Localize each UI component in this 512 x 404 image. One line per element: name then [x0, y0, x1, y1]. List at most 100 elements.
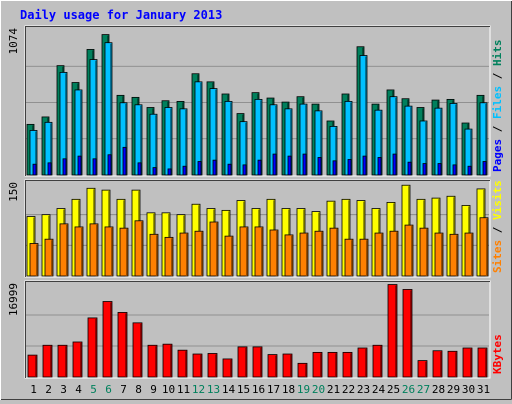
bar-kbytes-day-9-shade [155, 346, 157, 377]
bar-pages-day-6-fill [107, 154, 112, 176]
bar-kbytes-day-21 [327, 351, 338, 378]
bar-files-day-3-shade [65, 73, 67, 175]
bar-files-day-15-shade [245, 122, 247, 175]
bar-kbytes-day-29-fill [447, 350, 458, 378]
bar-pages-day-20-fill [317, 157, 322, 176]
bar-pages-day-9-fill [152, 167, 157, 176]
x-tick-label-day-15: 15 [237, 383, 250, 396]
bar-files-day-13-shade [215, 89, 217, 175]
bar-sites-day-17-shade [276, 231, 278, 276]
bar-kbytes-day-20-shade [320, 353, 322, 377]
bar-sites-day-25-fill [389, 230, 399, 277]
legend-separator: / [491, 66, 504, 86]
bar-sites-day-17-fill [269, 229, 279, 277]
bar-sites-day-11-fill [179, 232, 189, 277]
legend-item-hits: Hits [491, 40, 504, 67]
x-tick-label-day-7: 7 [120, 383, 127, 396]
x-tick-label-day-13: 13 [207, 383, 220, 396]
bar-sites-day-9-shade [156, 235, 158, 276]
bar-files-day-8-shade [140, 105, 142, 175]
bar-pages-day-17-fill [272, 153, 277, 176]
bar-pages-day-27-fill [422, 163, 427, 176]
bar-kbytes-day-3-shade [65, 346, 67, 377]
bar-sites-day-4-fill [74, 226, 84, 277]
bar-pages-day-7 [122, 146, 127, 176]
x-tick-label-day-14: 14 [222, 383, 236, 396]
bar-pages-day-31 [482, 161, 487, 176]
bar-pages-day-22 [347, 159, 352, 176]
bar-kbytes-day-10 [162, 343, 173, 378]
bar-kbytes-day-8-shade [140, 323, 142, 377]
bar-kbytes-day-18 [282, 353, 293, 378]
bar-kbytes-day-17-shade [275, 355, 277, 377]
bar-files-day-19-shade [305, 105, 307, 175]
bar-sites-day-18-fill [284, 234, 294, 277]
bar-sites-day-24-fill [374, 232, 384, 277]
bar-kbytes-day-19-fill [297, 362, 308, 378]
x-tick-label-day-3: 3 [60, 383, 67, 396]
bar-kbytes-day-3-fill [57, 344, 68, 378]
bar-pages-day-3-fill [62, 158, 67, 176]
bar-sites-day-19-fill [299, 232, 309, 277]
bar-pages-day-5-fill [92, 158, 97, 176]
bar-kbytes-day-13-fill [207, 353, 218, 378]
bar-sites-day-20 [314, 230, 324, 277]
bar-files-day-1-shade [35, 131, 37, 175]
bar-files-day-25-shade [395, 97, 397, 175]
panel-hits-files-pages: 1074 Pages / Files / Hits [7, 25, 504, 177]
bar-sites-day-24 [374, 232, 384, 277]
bar-files-day-22-shade [350, 102, 352, 175]
bar-pages-day-30-fill [467, 165, 472, 176]
bar-kbytes-day-7-shade [125, 313, 127, 377]
bar-files-day-31-shade [485, 103, 487, 175]
bar-files-day-6-shade [110, 43, 112, 176]
bar-sites-day-15 [239, 226, 249, 277]
bar-kbytes-day-21-fill [327, 351, 338, 378]
bar-kbytes-day-22-fill [342, 351, 353, 378]
bar-kbytes-day-1-fill [27, 354, 38, 378]
bar-pages-day-17 [272, 153, 277, 176]
bar-sites-day-15-fill [239, 226, 249, 277]
panels-group: 1074 Pages / Files / Hits 150 Sites / Visit… [7, 25, 504, 379]
legend-item-visits: Visits [491, 180, 504, 220]
bar-pages-day-8-fill [137, 162, 142, 176]
bar-sites-day-11 [179, 232, 189, 277]
bar-kbytes-day-9-fill [147, 344, 158, 378]
bar-kbytes-day-11-fill [177, 349, 188, 378]
x-tick-label-day-17: 17 [267, 383, 280, 396]
bar-kbytes-day-22 [342, 351, 353, 378]
bar-pages-day-24 [377, 157, 382, 176]
bar-sites-day-16-shade [261, 227, 263, 276]
bar-pages-day-2-fill [47, 162, 52, 176]
bar-sites-day-12 [194, 230, 204, 277]
bar-sites-day-20-shade [321, 232, 323, 276]
bar-pages-day-4 [77, 155, 82, 176]
bar-sites-day-17 [269, 229, 279, 277]
x-tick-label-day-9: 9 [150, 383, 157, 396]
bar-sites-day-18-shade [291, 235, 293, 276]
bar-pages-day-21-fill [332, 160, 337, 176]
bar-sites-day-7-fill [119, 227, 129, 277]
bar-sites-day-6 [104, 226, 114, 277]
bar-pages-day-1-fill [32, 163, 37, 176]
bar-sites-day-22-fill [344, 238, 354, 277]
bar-sites-day-26-fill [404, 224, 414, 277]
bar-kbytes-day-1-shade [35, 356, 37, 377]
bar-sites-day-31-fill [479, 217, 489, 277]
y-max-label-visits-sites: 150 [7, 182, 20, 202]
bar-sites-day-20-fill [314, 230, 324, 277]
bar-kbytes-day-25-fill [387, 284, 398, 378]
bar-kbytes-day-14-shade [230, 359, 232, 377]
x-tick-label-day-12: 12 [192, 383, 205, 396]
bar-sites-day-22-shade [351, 240, 353, 276]
bar-kbytes-day-29 [447, 350, 458, 378]
bar-sites-day-2-fill [44, 238, 54, 277]
bar-kbytes-day-31-shade [485, 349, 487, 377]
bar-pages-day-25-fill [392, 153, 397, 176]
bar-sites-day-30-shade [471, 234, 473, 276]
bar-kbytes-day-5-fill [87, 317, 98, 378]
bar-files-day-18-shade [290, 109, 292, 175]
bar-sites-day-19-shade [306, 234, 308, 276]
bar-files-day-2-shade [50, 123, 52, 175]
bar-pages-day-18 [287, 155, 292, 176]
